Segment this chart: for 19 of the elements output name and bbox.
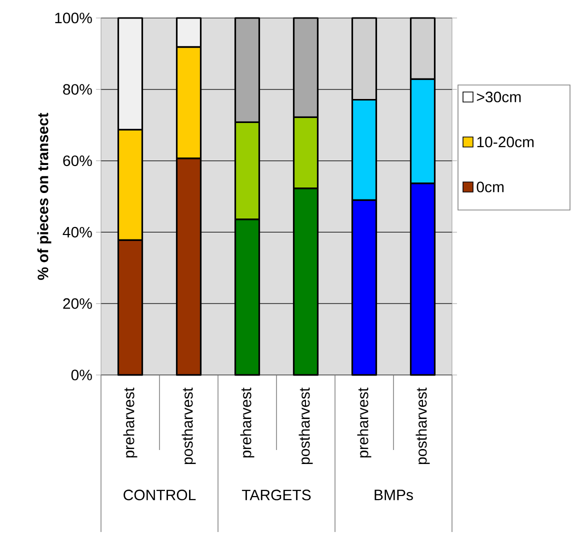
x-tick-label: preharvest	[123, 388, 138, 458]
x-tick-label: preharvest	[240, 388, 254, 458]
x-tick-label: postharvest	[416, 388, 430, 464]
legend-label: 10-20cm	[477, 136, 534, 148]
legend-label: 0cm	[476, 182, 504, 192]
y-tick-label: 40%	[62, 226, 92, 238]
legend-label: >30cm	[476, 92, 521, 102]
x-tick-label: postharvest	[298, 388, 313, 464]
text: TARGETS	[242, 490, 311, 500]
text: BMPs	[374, 490, 413, 500]
y-tick-label: 0%	[71, 370, 92, 380]
y-axis-title: % of pieces on transect	[37, 112, 52, 280]
x-tick-label: postharvest	[182, 388, 196, 464]
y-tick-label: 60%	[63, 155, 92, 166]
x-tick-label: preharvest	[357, 388, 372, 458]
y-tick-label: 80%	[63, 84, 92, 95]
text: CONTROL	[124, 490, 196, 500]
y-tick-label: 100%	[55, 12, 92, 24]
y-tick-label: 20%	[63, 298, 92, 309]
